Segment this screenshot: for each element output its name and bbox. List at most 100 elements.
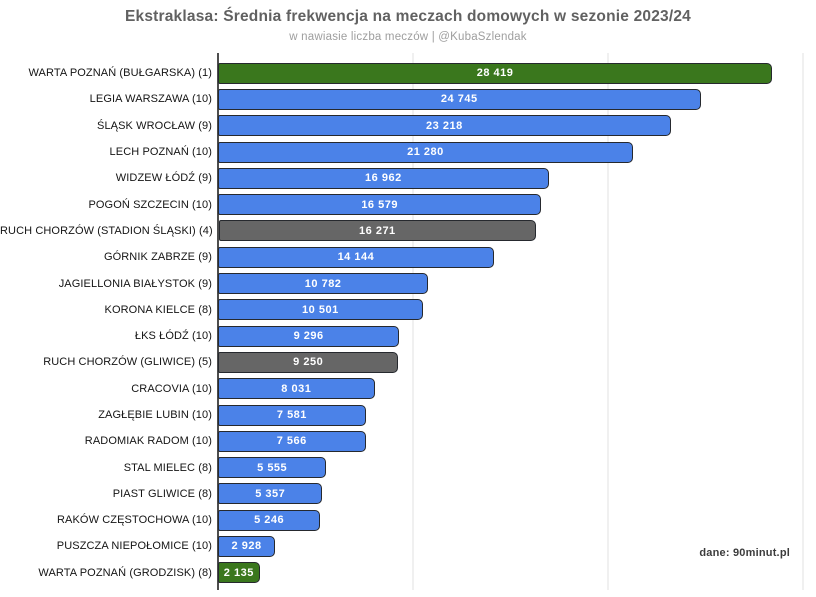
bar-label: ŚLĄSK WROCŁAW (9) [97, 119, 212, 132]
bar: 16 962 [218, 167, 549, 189]
bar-label: CRACOVIA (10) [131, 382, 212, 395]
bar: 10 782 [218, 273, 429, 295]
bar-value: 10 501 [302, 303, 339, 316]
bar-value: 14 144 [337, 251, 375, 264]
bar-zone: 14 144 [218, 246, 803, 268]
chart-title: Ekstraklasa: Średnia frekwencja na mecza… [124, 8, 692, 25]
bar-label: ZAGŁĘBIE LUBIN (10) [98, 409, 212, 421]
gridline [607, 53, 609, 590]
bar-value: 16 271 [359, 224, 396, 237]
bar-label: POGOŃ SZCZECIN (10) [88, 198, 212, 211]
bar-row: JAGIELLONIA BIAŁYSTOK (9) 10 782 [0, 270, 816, 296]
bar-value: 24 745 [440, 93, 478, 106]
bar-zone: 9 250 [218, 351, 803, 373]
bar-label: ŁKS ŁÓDŹ (10) [134, 330, 212, 343]
bar-row: ZAGŁĘBIE LUBIN (10) 7 581 [0, 402, 816, 428]
bar-label: RAKÓW CZĘSTOCHOWA (10) [57, 514, 212, 527]
bar-value: 7 581 [276, 409, 307, 421]
bar-zone: 16 579 [218, 194, 803, 216]
bar: 10 501 [218, 299, 423, 321]
bar-label: WARTA POZNAŃ (BUŁGARSKA) (1) [28, 67, 212, 80]
bar-row: WARTA POZNAŃ (BUŁGARSKA) (1) 28 419 [0, 60, 816, 86]
bar-label: LEGIA WARSZAWA (10) [89, 93, 212, 106]
bar: 16 579 [218, 194, 542, 216]
bar-row: STAL MIELEC (8) 5 555 [0, 454, 816, 480]
bar: 8 031 [218, 378, 375, 400]
bar: 5 357 [218, 483, 323, 505]
bar-label: KORONA KIELCE (8) [104, 303, 212, 316]
bar: 24 745 [218, 88, 701, 110]
bar: 16 271 [218, 220, 536, 242]
bar-value: 16 579 [361, 198, 398, 211]
y-axis-line [217, 53, 219, 590]
bar-value: 9 250 [293, 356, 324, 369]
bar-zone: 7 581 [218, 404, 803, 426]
bar-zone: 28 419 [218, 62, 803, 84]
bar-zone: 16 271 [218, 220, 804, 242]
bar-row: KORONA KIELCE (8) 10 501 [0, 297, 816, 323]
bar-zone: 24 745 [218, 88, 803, 110]
grid-layer [217, 53, 804, 590]
gridline [412, 53, 414, 590]
bar-value: 5 357 [255, 487, 286, 500]
bar-zone: 10 782 [218, 273, 803, 295]
bar: 7 581 [218, 404, 366, 426]
bar-value: 10 782 [304, 277, 342, 290]
bar-row: LEGIA WARSZAWA (10) 24 745 [0, 86, 816, 112]
source-note: dane: 90minut.pl [699, 547, 790, 559]
bar-value: 2 928 [231, 540, 262, 553]
bar-label: WARTA POZNAŃ (GRODZISK) (8) [38, 566, 212, 579]
bar-row: GÓRNIK ZABRZE (9) 14 144 [0, 244, 816, 270]
chart-subtitle: w nawiasie liczba meczów | @KubaSzlendak [289, 31, 527, 43]
bar-label: JAGIELLONIA BIAŁYSTOK (9) [58, 277, 212, 290]
bar: 28 419 [218, 62, 773, 84]
bar-label: GÓRNIK ZABRZE (9) [103, 251, 212, 264]
bar-zone: 16 962 [218, 167, 803, 189]
bar-row: CRACOVIA (10) 8 031 [0, 376, 816, 402]
bar-row: WIDZEW ŁÓDŹ (9) 16 962 [0, 165, 816, 191]
bar-label: LECH POZNAŃ (10) [109, 146, 212, 159]
bar: 2 135 [218, 562, 260, 584]
bar: 14 144 [218, 246, 494, 268]
bar-row: ŚLĄSK WROCŁAW (9) 23 218 [0, 113, 816, 139]
bar-zone: 2 135 [218, 562, 803, 584]
bar-zone: 5 357 [218, 483, 803, 505]
bar: 21 280 [218, 141, 633, 163]
bar-zone: 8 031 [218, 378, 803, 400]
bar-value: 21 280 [407, 146, 444, 159]
bar-row: POGOŃ SZCZECIN (10) 16 579 [0, 191, 816, 217]
bar-label: PUSZCZA NIEPOŁOMICE (10) [56, 540, 212, 553]
bar-value: 16 962 [365, 172, 402, 185]
bar-row: LECH POZNAŃ (10) 21 280 [0, 139, 816, 165]
bar-row: PUSZCZA NIEPOŁOMICE (10) 2 928 [0, 533, 816, 559]
bar-row: RUCH CHORZÓW (STADION ŚLĄSKI) (4) 16 271 [0, 218, 816, 244]
bar-label: STAL MIELEC (8) [123, 461, 212, 474]
bar-zone: 5 246 [218, 509, 803, 531]
bar-value: 5 555 [257, 461, 288, 474]
bar: 2 928 [218, 535, 276, 557]
bar-value: 28 419 [476, 67, 514, 80]
bar-value: 23 218 [426, 119, 463, 132]
bar: 5 555 [218, 457, 327, 479]
bar-value: 5 246 [254, 514, 285, 527]
bar-zone: 7 566 [218, 430, 803, 452]
bar-zone: 10 501 [218, 299, 803, 321]
bar-label: WIDZEW ŁÓDŹ (9) [115, 172, 212, 185]
bar-row: ŁKS ŁÓDŹ (10) 9 296 [0, 323, 816, 349]
gridline [802, 53, 804, 590]
bar-row: RAKÓW CZĘSTOCHOWA (10) 5 246 [0, 507, 816, 533]
bar-value: 7 566 [276, 435, 307, 448]
bar: 9 250 [218, 351, 399, 373]
bar-zone: 23 218 [218, 115, 803, 137]
bar-value: 2 135 [223, 566, 254, 579]
bar-label: RUCH CHORZÓW (STADION ŚLĄSKI) (4) [0, 224, 213, 237]
bar-row: RUCH CHORZÓW (GLIWICE) (5) 9 250 [0, 349, 816, 375]
bar-label: PIAST GLIWICE (8) [112, 487, 212, 500]
bar: 5 246 [218, 509, 321, 531]
bar: 23 218 [218, 115, 671, 137]
bar-row: WARTA POZNAŃ (GRODZISK) (8) 2 135 [0, 560, 816, 586]
bar-label: RUCH CHORZÓW (GLIWICE) (5) [43, 356, 212, 369]
bar: 7 566 [218, 430, 366, 452]
bar-row: RADOMIAK RADOM (10) 7 566 [0, 428, 816, 454]
